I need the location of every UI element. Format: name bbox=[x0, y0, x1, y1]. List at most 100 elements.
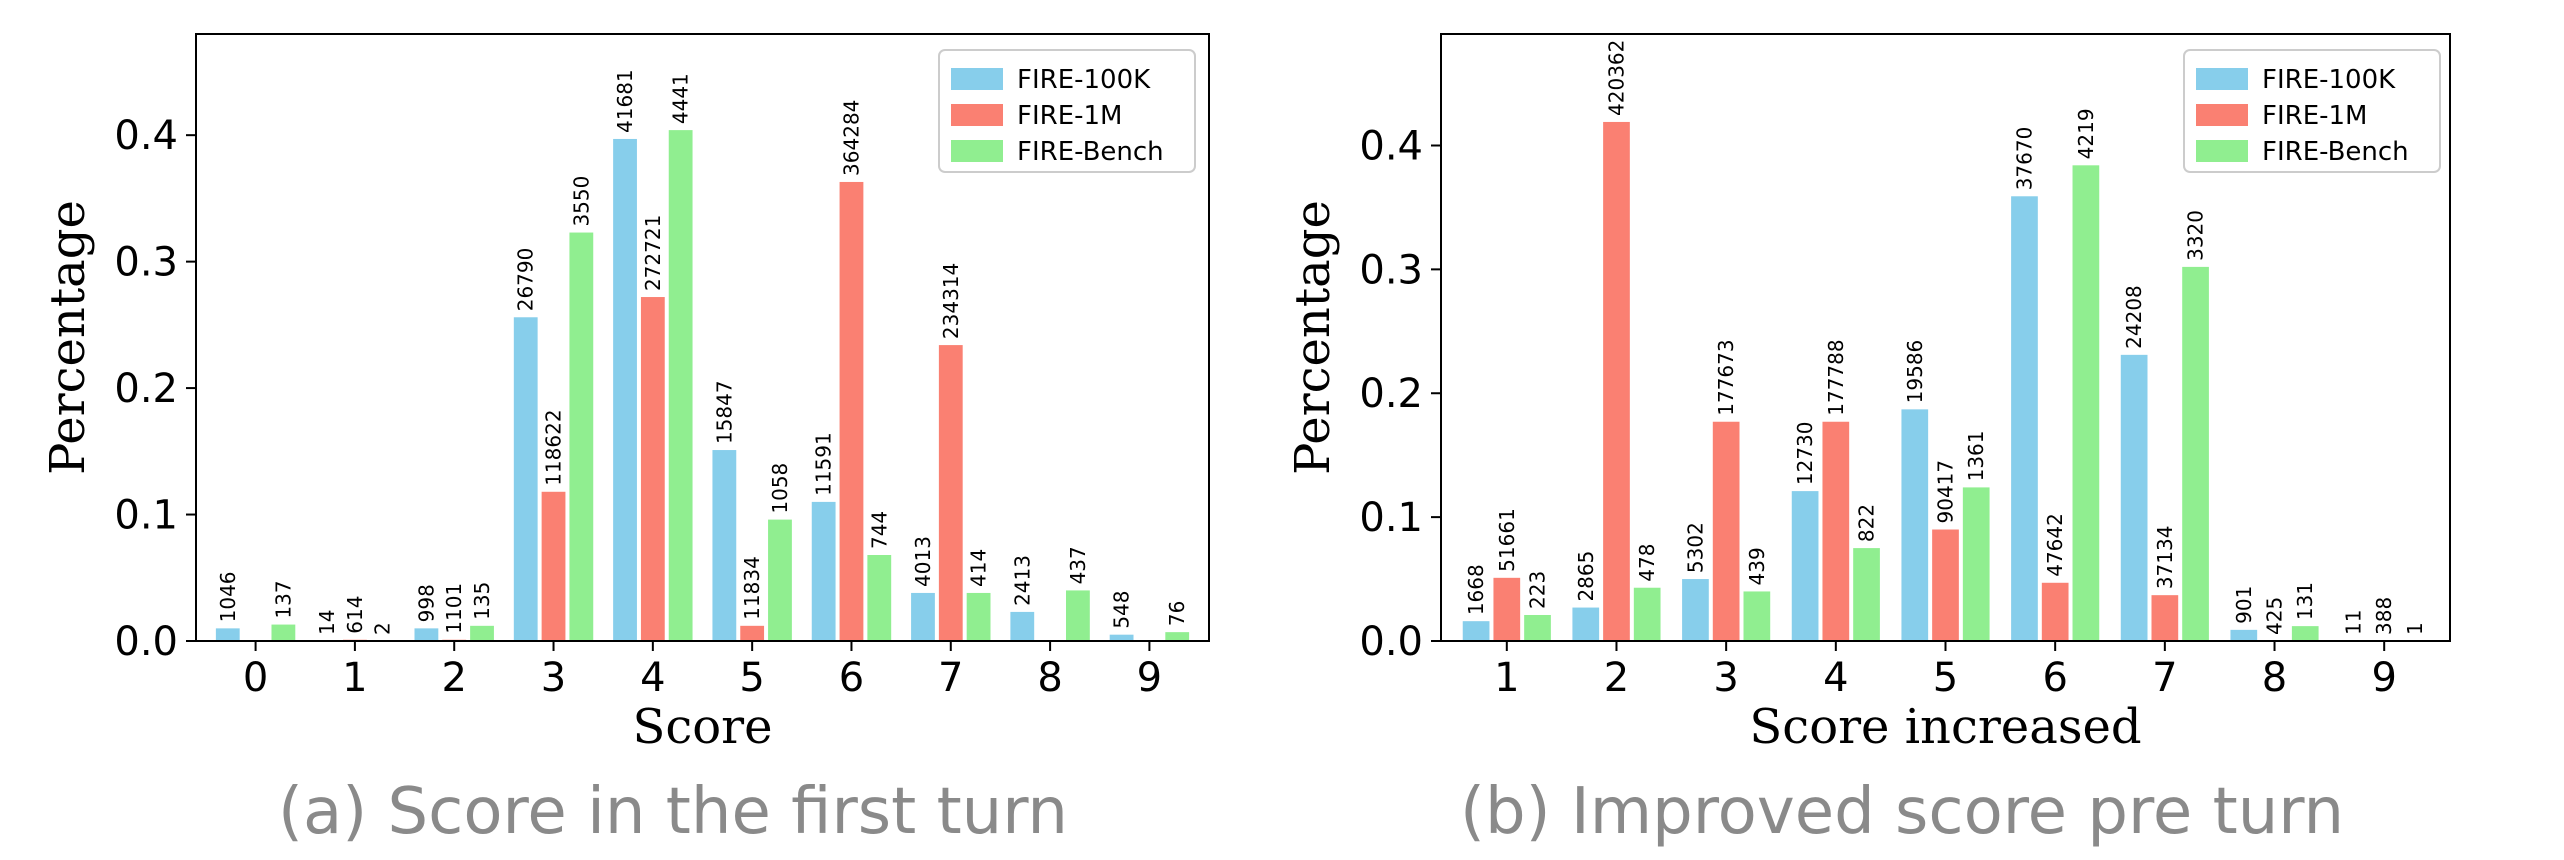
bar bbox=[911, 592, 935, 641]
bar bbox=[811, 501, 836, 641]
bar-value-label: 272721 bbox=[641, 215, 665, 291]
x-tick-label: 7 bbox=[2152, 655, 2177, 701]
plot-frame bbox=[195, 33, 1210, 642]
bar-value-label: 12730 bbox=[1793, 421, 1817, 485]
x-tick-label: 8 bbox=[1037, 655, 1062, 701]
bar-value-label: 135 bbox=[470, 582, 494, 620]
bar-value-label: 388 bbox=[2372, 597, 2396, 635]
caption-b: (b) Improved score pre turn bbox=[1460, 775, 2344, 849]
bar bbox=[2072, 165, 2100, 641]
bar-value-label: 15847 bbox=[712, 380, 736, 444]
bar-value-label: 223 bbox=[1526, 571, 1550, 609]
x-tick-label: 1 bbox=[1494, 655, 1519, 701]
bar-value-label: 11 bbox=[2341, 610, 2365, 635]
bar bbox=[613, 138, 637, 641]
bar bbox=[768, 519, 792, 641]
bar-value-label: 4013 bbox=[911, 536, 935, 587]
x-tick-label: 6 bbox=[839, 655, 864, 701]
bar bbox=[1853, 548, 1880, 641]
bar bbox=[668, 130, 693, 641]
bar bbox=[1712, 421, 1740, 641]
y-tick-label: 0.4 bbox=[1359, 123, 1423, 169]
y-tick-label: 0.2 bbox=[1359, 371, 1423, 417]
bar-value-label: 364284 bbox=[839, 100, 863, 176]
bar-value-label: 177673 bbox=[1714, 339, 1738, 415]
y-tick-label: 0.0 bbox=[114, 619, 178, 665]
bar-value-label: 439 bbox=[1745, 547, 1769, 585]
bar bbox=[1603, 121, 1630, 641]
x-tick-label: 7 bbox=[938, 655, 963, 701]
bar bbox=[1010, 611, 1035, 641]
bar-value-label: 1361 bbox=[1964, 430, 1988, 481]
x-tick-label: 9 bbox=[1137, 655, 1162, 701]
caption-a: (a) Score in the first turn bbox=[278, 775, 1068, 849]
bar-value-label: 478 bbox=[1635, 544, 1659, 582]
bar-value-label: 614 bbox=[343, 596, 367, 634]
bar-value-label: 177788 bbox=[1824, 339, 1848, 415]
bar-value-label: 437 bbox=[1066, 546, 1090, 584]
bar bbox=[541, 491, 566, 641]
bar bbox=[470, 625, 494, 641]
bar bbox=[740, 625, 765, 641]
y-axis-title: Percentage bbox=[1285, 200, 1341, 475]
bar bbox=[712, 450, 737, 641]
x-tick-label: 4 bbox=[1823, 655, 1848, 701]
legend-swatch bbox=[951, 68, 1003, 90]
bar-value-label: 3550 bbox=[569, 176, 593, 227]
bar bbox=[2291, 626, 2319, 641]
bar bbox=[1743, 591, 1771, 641]
bar bbox=[938, 345, 963, 641]
x-tick-label: 9 bbox=[2371, 655, 2396, 701]
bar-value-label: 11834 bbox=[740, 556, 764, 620]
bar bbox=[1493, 577, 1521, 641]
bar bbox=[1572, 607, 1600, 641]
legend: FIRE-100K FIRE-1M FIRE-Bench bbox=[938, 49, 1196, 173]
bar bbox=[569, 232, 594, 641]
y-tick-label: 0.2 bbox=[114, 366, 178, 412]
bar bbox=[1524, 614, 1551, 641]
bar-value-label: 2413 bbox=[1010, 555, 1034, 606]
x-tick-label: 8 bbox=[2262, 655, 2287, 701]
y-tick-label: 0.4 bbox=[114, 113, 178, 159]
bar-value-label: 76 bbox=[1165, 601, 1189, 626]
x-tick-label: 3 bbox=[541, 655, 566, 701]
bar bbox=[1932, 529, 1959, 641]
bar bbox=[839, 181, 864, 642]
bar-value-label: 1046 bbox=[216, 571, 240, 622]
bar-value-label: 2 bbox=[371, 622, 395, 635]
y-tick-label: 0.1 bbox=[1359, 495, 1423, 541]
bar bbox=[1791, 491, 1819, 641]
y-tick-label: 0.0 bbox=[1359, 619, 1423, 665]
bar-value-label: 2865 bbox=[1574, 551, 1598, 602]
bar-value-label: 4219 bbox=[2074, 108, 2098, 159]
bar bbox=[1066, 590, 1090, 641]
bar-value-label: 1 bbox=[2403, 622, 2427, 635]
legend-swatch bbox=[2196, 140, 2248, 162]
x-tick-label: 4 bbox=[640, 655, 665, 701]
bar-value-label: 90417 bbox=[1934, 460, 1958, 524]
legend-entry: FIRE-1M bbox=[1017, 101, 1122, 131]
bar bbox=[1682, 579, 1709, 641]
bar bbox=[1165, 632, 1190, 641]
bar bbox=[414, 628, 439, 641]
bar-value-label: 14 bbox=[315, 610, 339, 635]
bar bbox=[1109, 634, 1134, 641]
bar bbox=[966, 592, 991, 641]
bar-value-label: 19586 bbox=[1903, 340, 1927, 404]
bar bbox=[2120, 354, 2148, 641]
bar-value-label: 131 bbox=[2293, 582, 2317, 620]
bar bbox=[271, 624, 296, 641]
y-tick-label: 0.3 bbox=[1359, 247, 1423, 293]
bar-value-label: 47642 bbox=[2043, 513, 2067, 577]
x-tick-label: 5 bbox=[739, 655, 764, 701]
x-tick-label: 1 bbox=[342, 655, 367, 701]
bar bbox=[2041, 582, 2069, 641]
bar-value-label: 998 bbox=[414, 584, 438, 622]
bar-value-label: 1668 bbox=[1464, 564, 1488, 615]
bar-value-label: 901 bbox=[2232, 586, 2256, 624]
bar bbox=[867, 555, 892, 641]
bar-value-label: 51661 bbox=[1495, 508, 1519, 572]
bar-value-label: 1058 bbox=[768, 463, 792, 514]
